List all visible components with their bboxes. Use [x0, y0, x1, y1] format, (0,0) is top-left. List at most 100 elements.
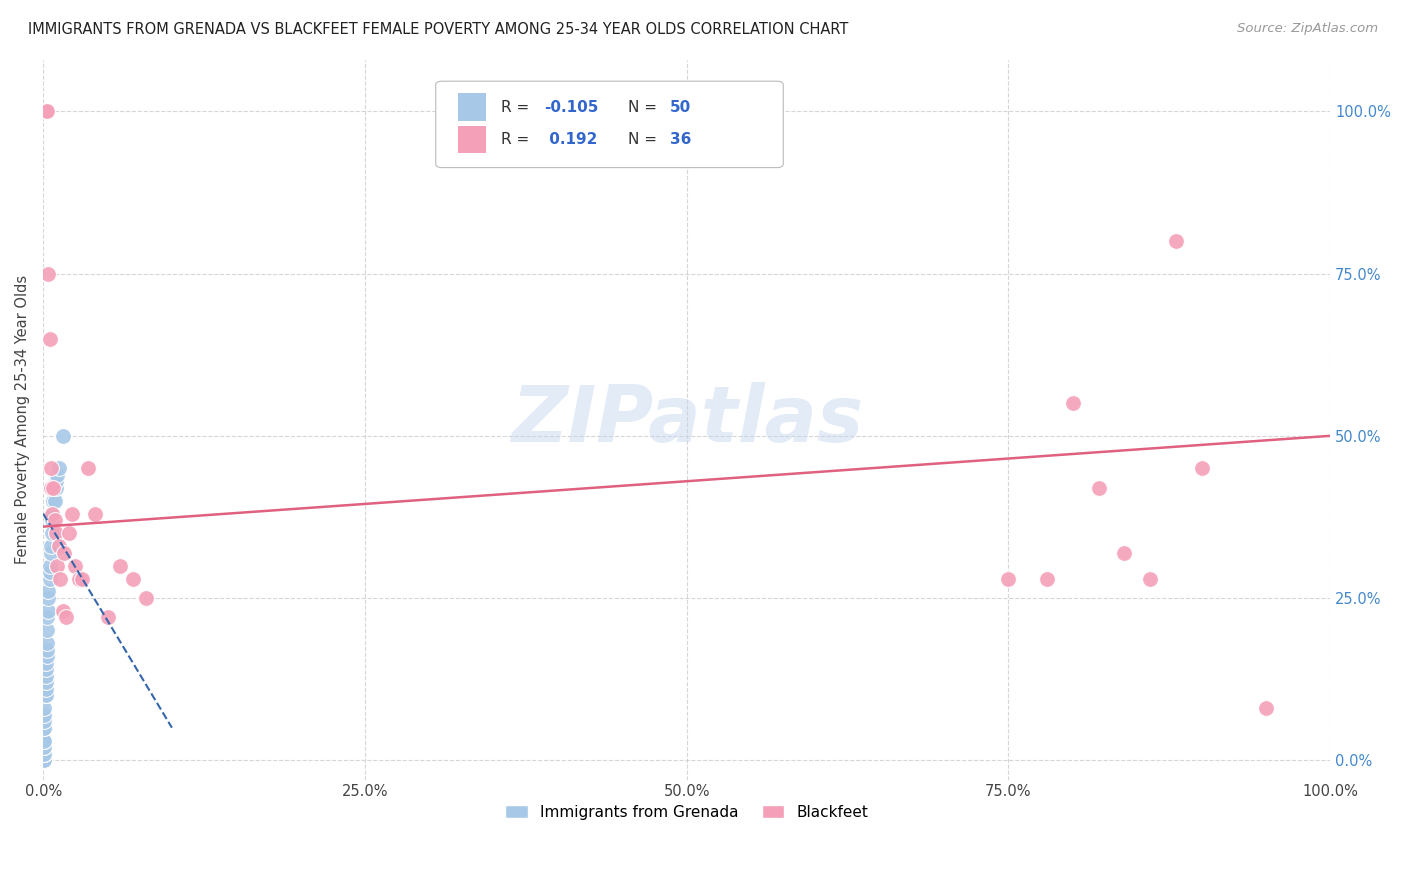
Point: [34, 753, 56, 767]
Point: [34, 753, 56, 767]
Point: [83, 507, 105, 521]
Point: [34, 740, 56, 755]
Point: [34, 753, 56, 767]
Point: [37, 591, 59, 605]
Point: [34, 747, 56, 761]
Text: -0.105: -0.105: [544, 100, 598, 114]
Point: [70, 572, 93, 586]
Point: [58, 526, 80, 541]
Point: [110, 558, 132, 573]
Point: [1114, 545, 1136, 559]
Point: [34, 721, 56, 735]
Point: [41, 513, 63, 527]
Point: [35, 649, 58, 664]
Point: [45, 481, 67, 495]
Text: ZIPatlas: ZIPatlas: [510, 382, 863, 458]
Point: [35, 104, 58, 119]
Point: [35, 656, 58, 670]
Point: [37, 267, 59, 281]
Point: [48, 461, 70, 475]
Point: [1087, 481, 1109, 495]
Text: IMMIGRANTS FROM GRENADA VS BLACKFEET FEMALE POVERTY AMONG 25-34 YEAR OLDS CORREL: IMMIGRANTS FROM GRENADA VS BLACKFEET FEM…: [28, 22, 848, 37]
Point: [1036, 572, 1059, 586]
Point: [35, 688, 58, 702]
Point: [34, 747, 56, 761]
Point: [34, 701, 56, 715]
Point: [37, 584, 59, 599]
Point: [52, 545, 75, 559]
Point: [34, 753, 56, 767]
Point: [41, 507, 63, 521]
FancyBboxPatch shape: [457, 126, 486, 153]
Point: [1254, 701, 1277, 715]
Text: R =: R =: [502, 100, 534, 114]
Point: [96, 610, 118, 624]
Point: [65, 558, 87, 573]
Point: [37, 604, 59, 618]
Point: [39, 539, 62, 553]
Point: [35, 610, 58, 624]
Text: N =: N =: [627, 132, 661, 147]
Point: [35, 669, 58, 683]
Legend: Immigrants from Grenada, Blackfeet: Immigrants from Grenada, Blackfeet: [499, 798, 875, 826]
Point: [55, 610, 77, 624]
Point: [34, 747, 56, 761]
Point: [44, 513, 66, 527]
Point: [45, 474, 67, 488]
Point: [35, 688, 58, 702]
Point: [135, 591, 157, 605]
Text: 0.192: 0.192: [544, 132, 598, 147]
Text: 36: 36: [671, 132, 692, 147]
Point: [42, 481, 65, 495]
Point: [39, 481, 62, 495]
Point: [38, 565, 60, 579]
Text: N =: N =: [627, 100, 661, 114]
Point: [1164, 234, 1187, 248]
Point: [41, 526, 63, 541]
Point: [35, 675, 58, 690]
Point: [35, 662, 58, 676]
Text: R =: R =: [502, 132, 534, 147]
Point: [44, 493, 66, 508]
Point: [60, 507, 83, 521]
Point: [38, 572, 60, 586]
Point: [35, 636, 58, 650]
Point: [46, 467, 69, 482]
Point: [1191, 461, 1213, 475]
Point: [34, 733, 56, 747]
FancyBboxPatch shape: [436, 81, 783, 168]
Point: [34, 753, 56, 767]
Point: [35, 681, 58, 696]
Point: [34, 721, 56, 735]
Point: [997, 572, 1019, 586]
Y-axis label: Female Poverty Among 25-34 Year Olds: Female Poverty Among 25-34 Year Olds: [15, 275, 30, 564]
Point: [45, 526, 67, 541]
Point: [77, 461, 100, 475]
Point: [38, 332, 60, 346]
Point: [67, 572, 90, 586]
Point: [35, 688, 58, 702]
Point: [39, 461, 62, 475]
Point: [34, 753, 56, 767]
FancyBboxPatch shape: [457, 94, 486, 120]
Point: [49, 572, 72, 586]
Point: [51, 604, 73, 618]
Point: [51, 429, 73, 443]
Point: [48, 539, 70, 553]
Point: [34, 753, 56, 767]
Text: Source: ZipAtlas.com: Source: ZipAtlas.com: [1237, 22, 1378, 36]
Point: [122, 572, 145, 586]
Point: [38, 558, 60, 573]
Point: [34, 714, 56, 729]
Point: [34, 707, 56, 722]
Point: [1139, 572, 1161, 586]
Point: [34, 733, 56, 747]
Point: [35, 643, 58, 657]
Text: 50: 50: [671, 100, 692, 114]
Point: [34, 740, 56, 755]
Point: [35, 624, 58, 638]
Point: [39, 545, 62, 559]
Point: [42, 507, 65, 521]
Point: [46, 558, 69, 573]
Point: [35, 104, 58, 119]
